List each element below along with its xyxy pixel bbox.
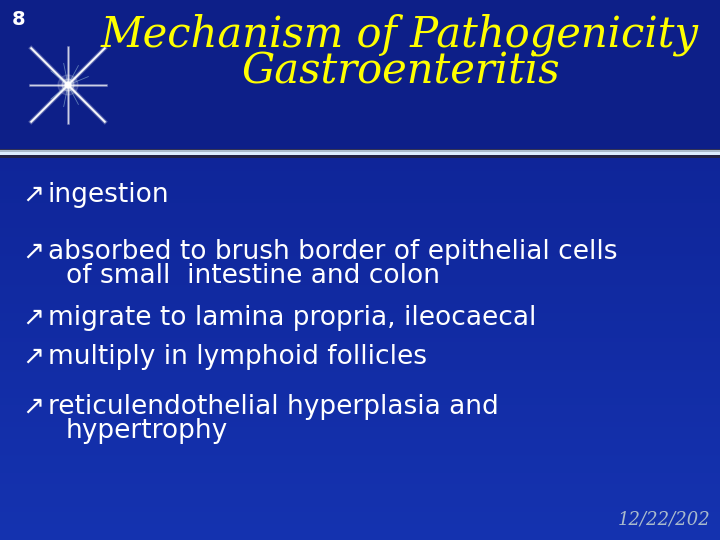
Text: Gastroenteritis: Gastroenteritis [240,51,559,93]
Text: hypertrophy: hypertrophy [66,418,228,444]
Bar [0,155,720,158]
Bar [0,150,720,156]
Circle shape [58,75,78,95]
Bar [0,149,720,152]
Text: ↗: ↗ [22,182,44,208]
Text: 12/22/202: 12/22/202 [617,510,710,528]
Text: ↗: ↗ [22,394,44,420]
Text: of small  intestine and colon: of small intestine and colon [66,263,440,289]
Text: absorbed to brush border of epithelial cells: absorbed to brush border of epithelial c… [48,239,618,265]
Bar [0,152,720,155]
Text: migrate to lamina propria, ileocaecal: migrate to lamina propria, ileocaecal [48,305,536,331]
Text: reticulendothelial hyperplasia and: reticulendothelial hyperplasia and [48,394,499,420]
Text: ↗: ↗ [22,344,44,370]
Text: Mechanism of Pathogenicity: Mechanism of Pathogenicity [101,14,699,56]
Text: ingestion: ingestion [48,182,170,208]
Circle shape [66,83,70,87]
Text: multiply in lymphoid follicles: multiply in lymphoid follicles [48,344,427,370]
Text: 8: 8 [12,10,26,29]
Circle shape [65,82,71,88]
Text: ↗: ↗ [22,239,44,265]
Bar [0,0,720,153]
Circle shape [62,79,74,91]
Text: ↗: ↗ [22,305,44,331]
